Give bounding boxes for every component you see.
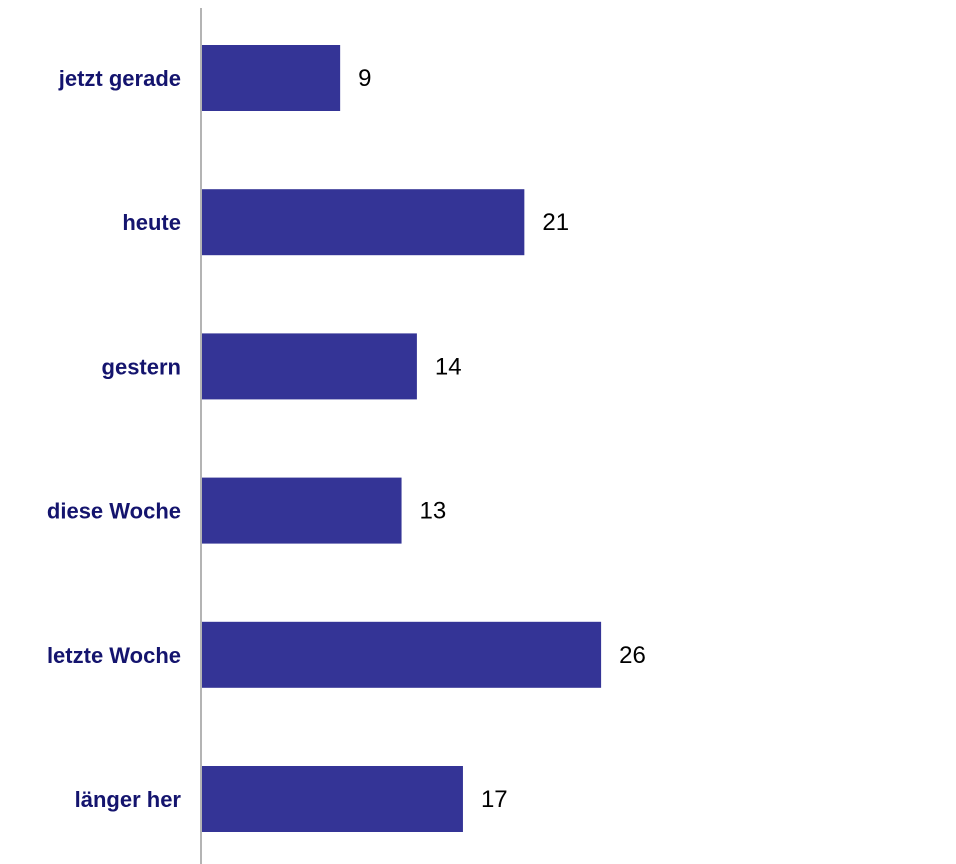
- bar: [202, 621, 602, 688]
- bar: [202, 45, 341, 111]
- bar: [202, 766, 463, 832]
- value-label: 14: [435, 353, 462, 380]
- value-label: 26: [619, 642, 646, 669]
- value-label: 17: [481, 786, 508, 813]
- category-label: länger her: [75, 787, 182, 812]
- value-label: 13: [420, 498, 447, 525]
- category-label: gestern: [102, 354, 181, 379]
- category-label: heute: [122, 210, 181, 235]
- bars-group: [202, 45, 602, 832]
- category-label: letzte Woche: [47, 643, 181, 668]
- value-label: 21: [542, 209, 569, 236]
- bar: [202, 477, 402, 544]
- bar: [202, 333, 417, 400]
- category-label: diese Woche: [47, 499, 181, 524]
- labels-group: jetzt gerade 9 heute 21 gestern 14 diese Woche…: [47, 65, 646, 813]
- value-label: 9: [358, 65, 371, 92]
- bar: [202, 189, 525, 256]
- category-label: jetzt gerade: [58, 66, 181, 91]
